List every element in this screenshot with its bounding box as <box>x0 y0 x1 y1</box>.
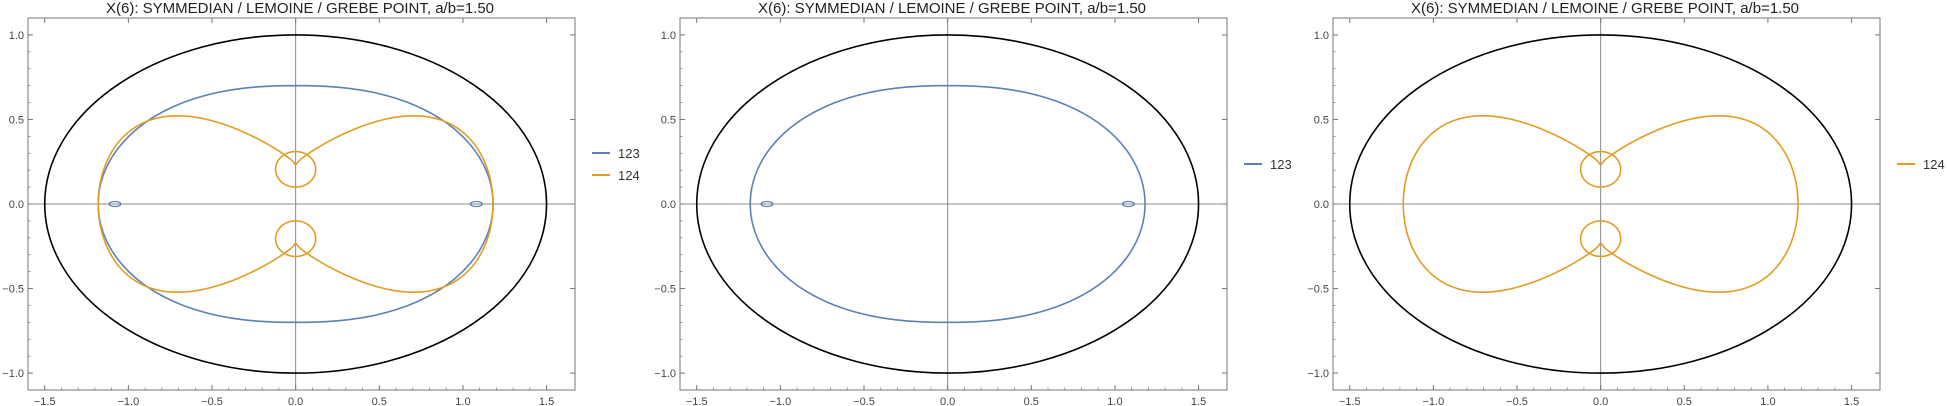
x-tick-label: 0.5 <box>1677 396 1692 406</box>
ellipse-curve <box>695 34 1200 374</box>
legend-label-123: 123 <box>618 145 640 161</box>
y-tick-label: −1.0 <box>1307 368 1329 380</box>
series-124-lobe <box>1600 114 1799 294</box>
legend-item-124: 124 <box>1897 153 1945 175</box>
x-tick-label: −1.5 <box>686 396 708 406</box>
x-tick-label: 0.5 <box>1024 396 1039 406</box>
series-124-lobe <box>1402 114 1602 294</box>
y-tick-label: −1.0 <box>654 368 676 380</box>
series-123-small-loop <box>469 200 483 208</box>
legend-swatch-123 <box>592 152 610 154</box>
legend-swatch-123 <box>1244 163 1262 165</box>
y-tick-label: 0.5 <box>1314 114 1329 126</box>
y-tick-label: 1.0 <box>661 30 676 42</box>
series-124-inner-loop <box>1579 150 1622 188</box>
y-tick-label: 0.5 <box>661 114 676 126</box>
chart-panel-1: X(6): SYMMEDIAN / LEMOINE / GREBE POINT,… <box>0 0 650 406</box>
legend-label-124: 124 <box>618 167 640 183</box>
x-tick-label: −1.5 <box>34 396 56 406</box>
chart-title: X(6): SYMMEDIAN / LEMOINE / GREBE POINT,… <box>105 0 495 17</box>
x-tick-label: 1.5 <box>1844 396 1859 406</box>
legend-swatch-124 <box>592 174 610 176</box>
legend: 123 124 <box>592 142 640 186</box>
ellipse-curve <box>1348 34 1853 374</box>
y-tick-label: −1.0 <box>2 368 24 380</box>
series-123-small-loop <box>108 200 122 208</box>
legend: 123 <box>1244 153 1292 175</box>
y-tick-label: −0.5 <box>654 284 676 296</box>
series-123-small-loop <box>1121 200 1135 208</box>
x-tick-label: 1.0 <box>455 396 470 406</box>
chart-title: X(6): SYMMEDIAN / LEMOINE / GREBE POINT,… <box>757 0 1147 17</box>
series-124-lobe <box>97 114 297 294</box>
x-tick-label: −1.0 <box>770 396 792 406</box>
series-124-inner-loop <box>274 220 317 258</box>
chart-svg: −1.5 −1.0 −0.5 0.0 0.5 1.0 1.5 1.0 0.5 0.0 −0.5 −1.… <box>1307 17 1881 406</box>
chart-panel-3: X(6): SYMMEDIAN / LEMOINE / GREBE POINT,… <box>1305 0 1947 406</box>
x-tick-label: −1.5 <box>1339 396 1361 406</box>
x-tick-label: 1.0 <box>1760 396 1775 406</box>
series-124-lobe <box>295 114 494 294</box>
y-tick-label: −0.5 <box>1307 284 1329 296</box>
series-124-inner-loop <box>274 150 317 188</box>
legend-item-124: 124 <box>592 164 640 186</box>
x-tick-label: 0.0 <box>1593 396 1608 406</box>
y-tick-label: 1.0 <box>1314 30 1329 42</box>
series-123-small-loop <box>760 200 774 208</box>
chart-title: X(6): SYMMEDIAN / LEMOINE / GREBE POINT,… <box>1410 0 1800 17</box>
x-tick-label: 1.0 <box>1107 396 1122 406</box>
series-124-inner-loop <box>1579 220 1622 258</box>
legend: 124 <box>1897 153 1945 175</box>
y-tick-label: −0.5 <box>2 284 24 296</box>
x-tick-label: 0.0 <box>288 396 303 406</box>
x-tick-label: −0.5 <box>201 396 223 406</box>
x-tick-label: −1.0 <box>1423 396 1445 406</box>
x-tick-label: −1.0 <box>118 396 140 406</box>
legend-item-123: 123 <box>1244 153 1292 175</box>
x-tick-label: 0.0 <box>940 396 955 406</box>
x-tick-label: 0.5 <box>372 396 387 406</box>
legend-label-124: 124 <box>1923 156 1945 172</box>
legend-label-123: 123 <box>1270 156 1292 172</box>
ellipse-curve <box>43 34 548 374</box>
chart-svg: −1.5 −1.0 −0.5 0.0 0.5 1.0 1.5 1.0 0.5 0.0 −0.5 −1.… <box>654 17 1228 406</box>
y-tick-label: 0.0 <box>9 199 24 211</box>
y-tick-label: 1.0 <box>9 30 24 42</box>
series-123-curve <box>749 84 1146 324</box>
y-tick-label: 0.0 <box>1314 199 1329 211</box>
x-tick-label: −0.5 <box>853 396 875 406</box>
x-tick-label: 1.5 <box>1191 396 1206 406</box>
x-tick-label: −0.5 <box>1506 396 1528 406</box>
chart-panel-2: X(6): SYMMEDIAN / LEMOINE / GREBE POINT,… <box>652 0 1302 406</box>
legend-item-123: 123 <box>592 142 640 164</box>
x-tick-label: 1.5 <box>539 396 554 406</box>
y-tick-label: 0.0 <box>661 199 676 211</box>
y-tick-label: 0.5 <box>9 114 24 126</box>
chart-svg: −1.5 −1.0 −0.5 0.0 0.5 1.0 1.5 1.0 0.5 0.0 −0.5 −1.… <box>2 17 576 406</box>
legend-swatch-124 <box>1897 163 1915 165</box>
